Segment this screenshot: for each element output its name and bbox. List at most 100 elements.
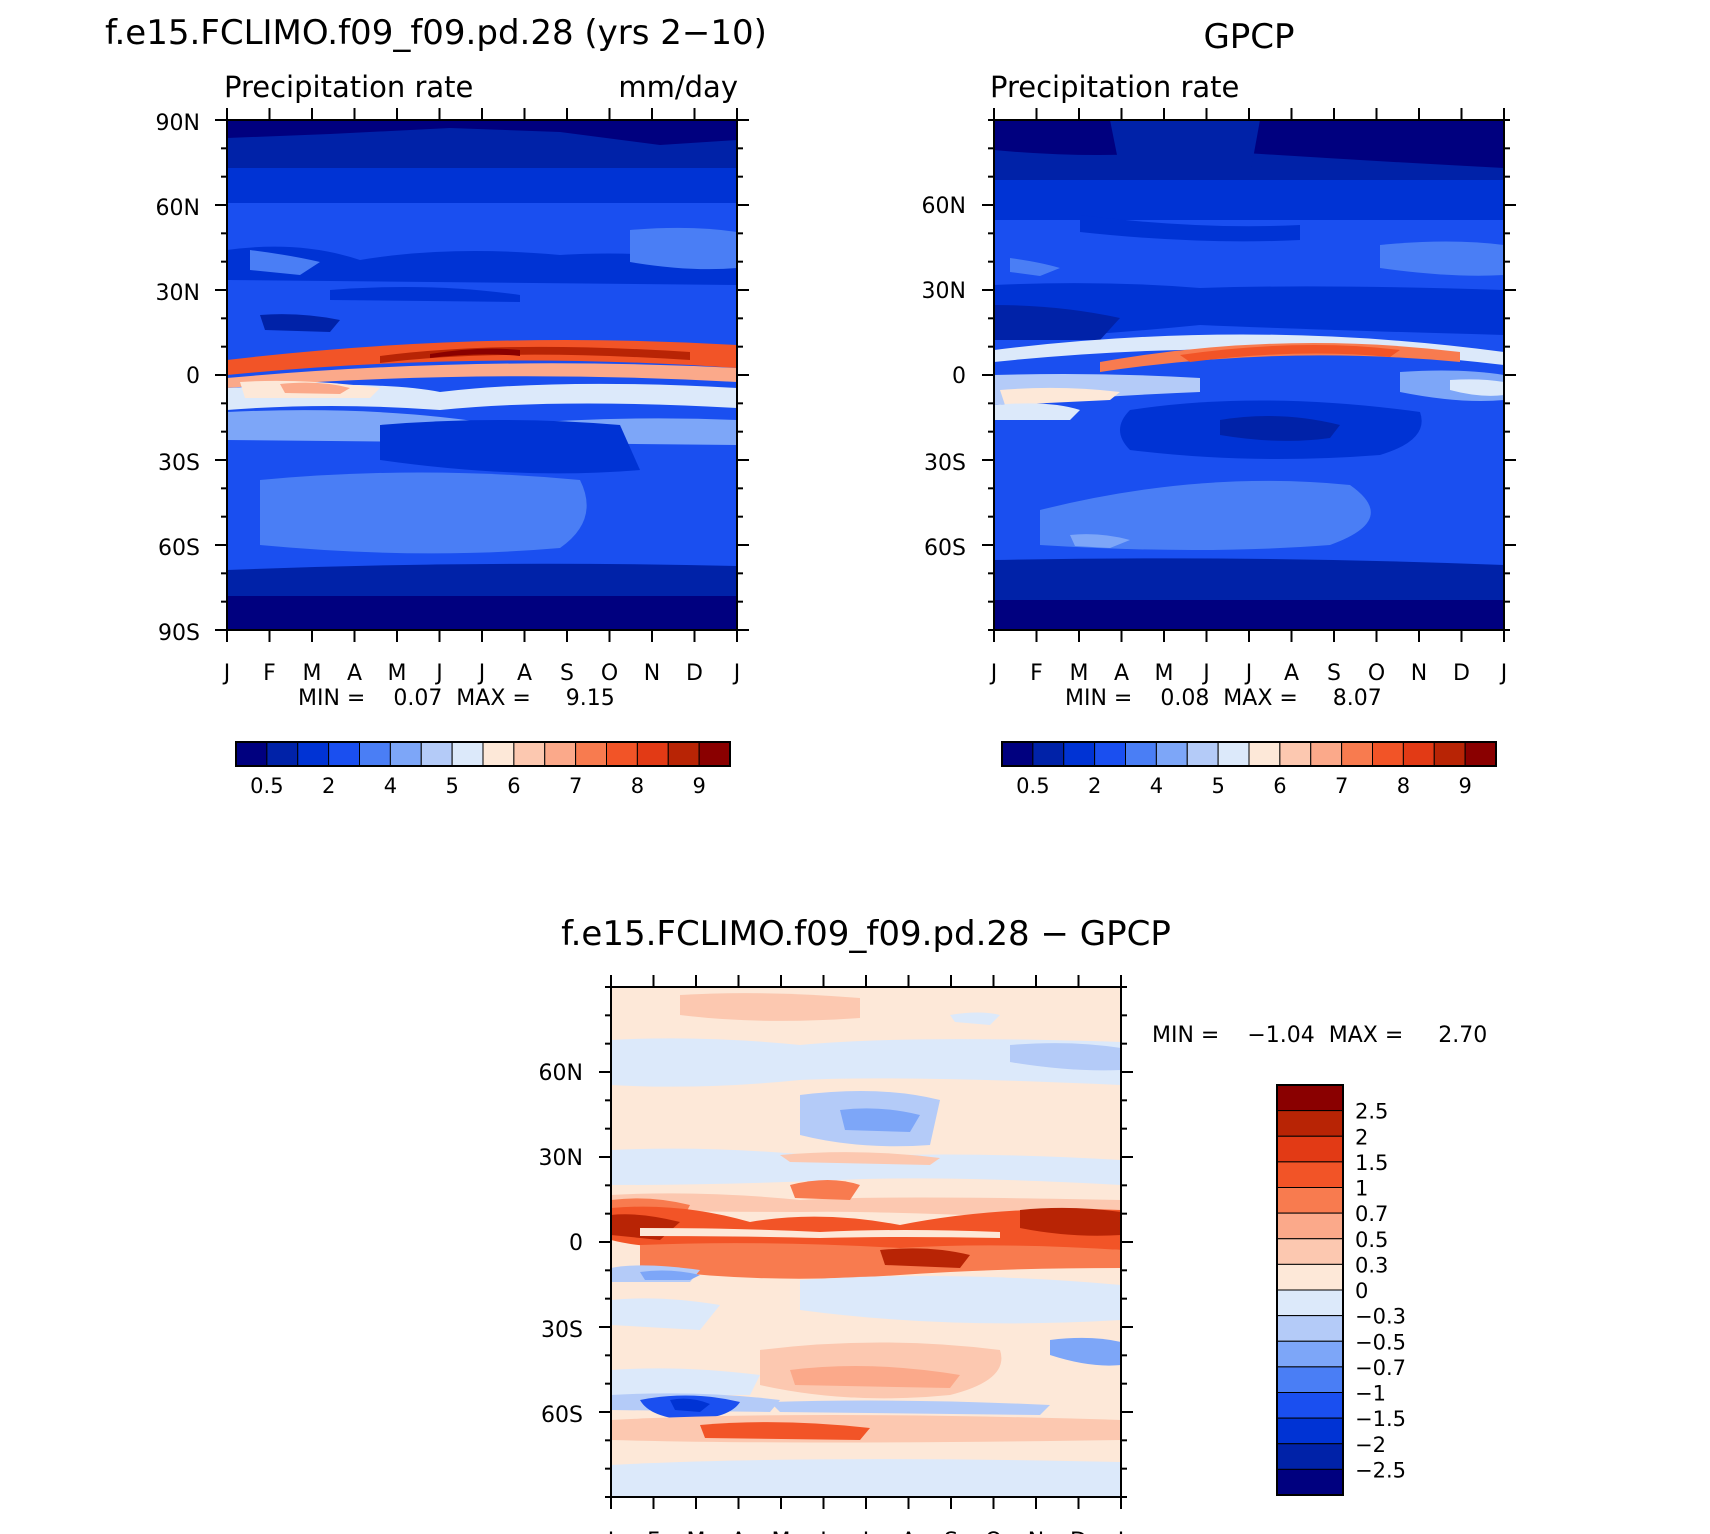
colorbar-swatch [1276,1289,1344,1317]
colorbar-label: 0.3 [1355,1253,1388,1277]
colorbar-swatch [1341,741,1373,767]
panel-diff-stats: MIN = −1.04 MAX = 2.70 [1152,1023,1487,1048]
panel-diff-ticks [599,975,1133,1509]
colorbar-label: −1.5 [1355,1407,1406,1431]
panel-obs: GPCP Precipitation rate [922,17,1516,798]
colorbar-swatch [1032,741,1065,767]
x-tick-label: J [606,1529,615,1534]
x-tick-label: J [477,661,486,686]
x-tick-label: A [1284,661,1299,686]
x-tick-label: N [1411,661,1427,686]
y-tick-label: 30S [158,451,200,476]
colorbar-swatch [1279,741,1312,767]
y-tick-label: 60S [541,1403,583,1428]
panel-diff-field [611,987,1121,1497]
colorbar-swatch [1276,1161,1344,1188]
panel-model-subtitle: Precipitation rate [224,70,473,104]
x-tick-label: M [388,661,407,686]
colorbar-swatch [1276,1135,1344,1163]
colorbar-frame [235,741,731,767]
colorbar-swatch [1276,1366,1344,1393]
panel-obs-colorbar: 0.5 2 4 5 6 7 8 9 [1001,741,1497,798]
colorbar-swatch [1433,741,1466,767]
colorbar-swatch [1186,741,1219,767]
y-tick-label: 60S [158,536,200,561]
colorbar-label: 0.5 [250,774,283,798]
colorbar-swatch [1217,741,1250,767]
colorbar-label: −0.3 [1355,1305,1406,1329]
panel-model-ticks [215,108,749,642]
colorbar-swatch [451,741,484,767]
y-tick-label: 60N [539,1061,583,1086]
x-tick-label: J [1201,661,1210,686]
x-tick-label: S [1327,661,1341,686]
panel-obs-subtitle: Precipitation rate [990,70,1239,104]
y-tick-label: 30N [539,1146,583,1171]
colorbar-label: 6 [1273,774,1286,798]
panel-model-colorbar: 0.5 2 4 5 6 7 8 9 [235,741,731,798]
colorbar-swatch [1248,741,1281,767]
panel-diff-x-axis: J F M A M J J A S O N D J [606,1529,1125,1534]
x-tick-label: J [732,661,741,686]
colorbar-swatch [1276,1187,1344,1214]
colorbar-swatch [606,741,638,767]
panel-diff: f.e15.FCLIMO.f09_f09.pd.28 − GPCP [539,914,1488,1534]
colorbar-label: 1.5 [1355,1151,1388,1175]
colorbar-label: 1 [1355,1177,1368,1201]
x-tick-label: J [1499,661,1508,686]
panel-model-stats: MIN = 0.07 MAX = 9.15 [298,686,615,711]
x-tick-label: A [901,1529,916,1534]
colorbar-label: 7 [569,774,582,798]
colorbar-label: 0 [1355,1279,1368,1303]
y-tick-label: 60N [156,196,200,221]
colorbar-swatch [575,741,607,767]
colorbar-swatch [1276,1110,1344,1137]
y-tick-label: 30S [541,1318,583,1343]
colorbar-label: −2.5 [1355,1458,1406,1482]
colorbar-label: 5 [1211,774,1224,798]
x-tick-label: F [1030,661,1043,686]
x-tick-label: A [517,661,532,686]
y-tick-label: 60S [924,536,966,561]
colorbar-swatch [1276,1263,1344,1291]
colorbar-swatch [1464,741,1497,767]
y-tick-label: 60N [922,194,966,219]
colorbar-label: 2 [322,774,335,798]
colorbar-swatch [513,741,546,767]
colorbar-label: −1 [1355,1382,1386,1406]
colorbar-swatch [636,741,669,767]
x-tick-label: N [1028,1529,1044,1534]
y-tick-label: 30N [922,279,966,304]
colorbar-label: −0.5 [1355,1330,1406,1354]
colorbar-swatch [420,741,453,767]
colorbar-label: 8 [631,774,644,798]
x-tick-label: O [1368,661,1385,686]
colorbar-swatch [1063,741,1096,767]
colorbar-label: 7 [1335,774,1348,798]
colorbar-swatch [1402,741,1435,767]
panel-diff-y-axis: 60N 30N 0 30S 60S [539,1061,583,1428]
x-tick-label: J [818,1529,827,1534]
colorbar-swatch [1276,1468,1344,1496]
x-tick-label: M [687,1529,706,1534]
x-tick-label: O [985,1529,1002,1534]
colorbar-swatch [266,741,299,767]
y-tick-label: 30N [156,281,200,306]
panel-model-y-axis: 90N 60N 30N 0 30S 60S 90S [156,111,200,646]
panel-obs-ticks [982,108,1516,642]
x-tick-label: A [1114,661,1129,686]
panel-model-field [227,120,737,630]
x-tick-label: D [1070,1529,1087,1534]
colorbar-label: 2 [1088,774,1101,798]
colorbar-label: −0.7 [1355,1356,1406,1380]
panel-obs-field [994,120,1504,630]
colorbar-label: 6 [507,774,520,798]
colorbar-swatch [389,741,422,767]
colorbar-swatch [1310,741,1343,767]
colorbar-frame [1001,741,1497,767]
colorbar-swatch [1276,1212,1344,1240]
x-tick-label: J [222,661,231,686]
x-tick-label: S [560,661,574,686]
panel-diff-title: f.e15.FCLIMO.f09_f09.pd.28 − GPCP [561,914,1171,954]
